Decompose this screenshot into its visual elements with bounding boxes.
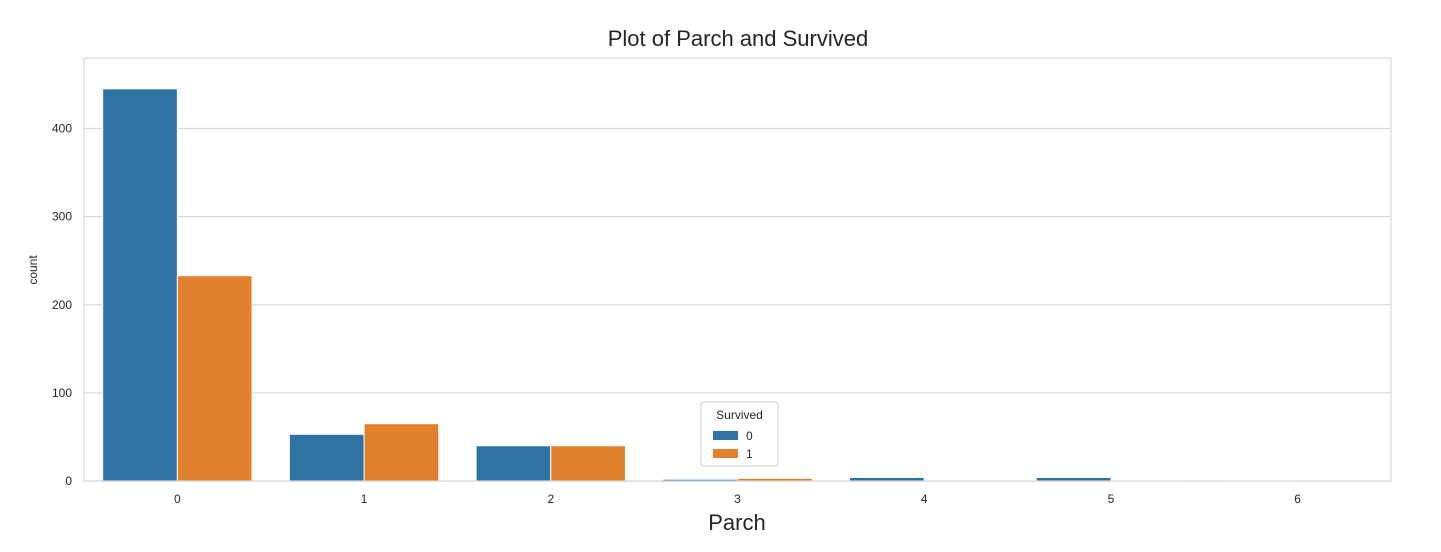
y-tick-label: 200: [52, 298, 72, 312]
x-tick-label: 0: [174, 492, 181, 506]
bars: [102, 88, 1299, 482]
x-tick-label: 3: [734, 492, 741, 506]
legend: Survived 0 1: [700, 401, 779, 467]
plot-frame: [83, 57, 1392, 482]
x-tick-label: 5: [1108, 492, 1115, 506]
bar-survived-1-parch-2: [550, 445, 626, 482]
y-tick-label: 100: [52, 386, 72, 400]
legend-swatch-0: [713, 431, 738, 440]
x-tick-label: 2: [547, 492, 554, 506]
x-axis-label: Parch: [708, 510, 765, 535]
axes: 0 100 200 300 400 0 1 2 3 4 5 6: [52, 57, 1392, 506]
bar-survived-0-parch-0: [102, 88, 178, 482]
legend-title: Survived: [716, 408, 763, 422]
y-tick-label: 300: [52, 210, 72, 224]
legend-label-0: 0: [746, 429, 753, 443]
bar-survived-1-parch-0: [176, 275, 253, 482]
y-tick-label: 400: [52, 122, 72, 136]
bar-survived-0-parch-1: [288, 433, 365, 482]
bar-survived-1-parch-1: [363, 423, 440, 482]
chart-title: Plot of Parch and Survived: [608, 26, 868, 51]
y-tick-label: 0: [65, 474, 72, 488]
legend-swatch-1: [713, 449, 738, 458]
x-tick-label: 4: [921, 492, 928, 506]
y-axis-label: count: [26, 255, 40, 285]
x-tick-label: 1: [361, 492, 368, 506]
legend-label-1: 1: [746, 447, 753, 461]
bar-survived-0-parch-2: [475, 445, 552, 482]
x-tick-label: 6: [1294, 492, 1301, 506]
